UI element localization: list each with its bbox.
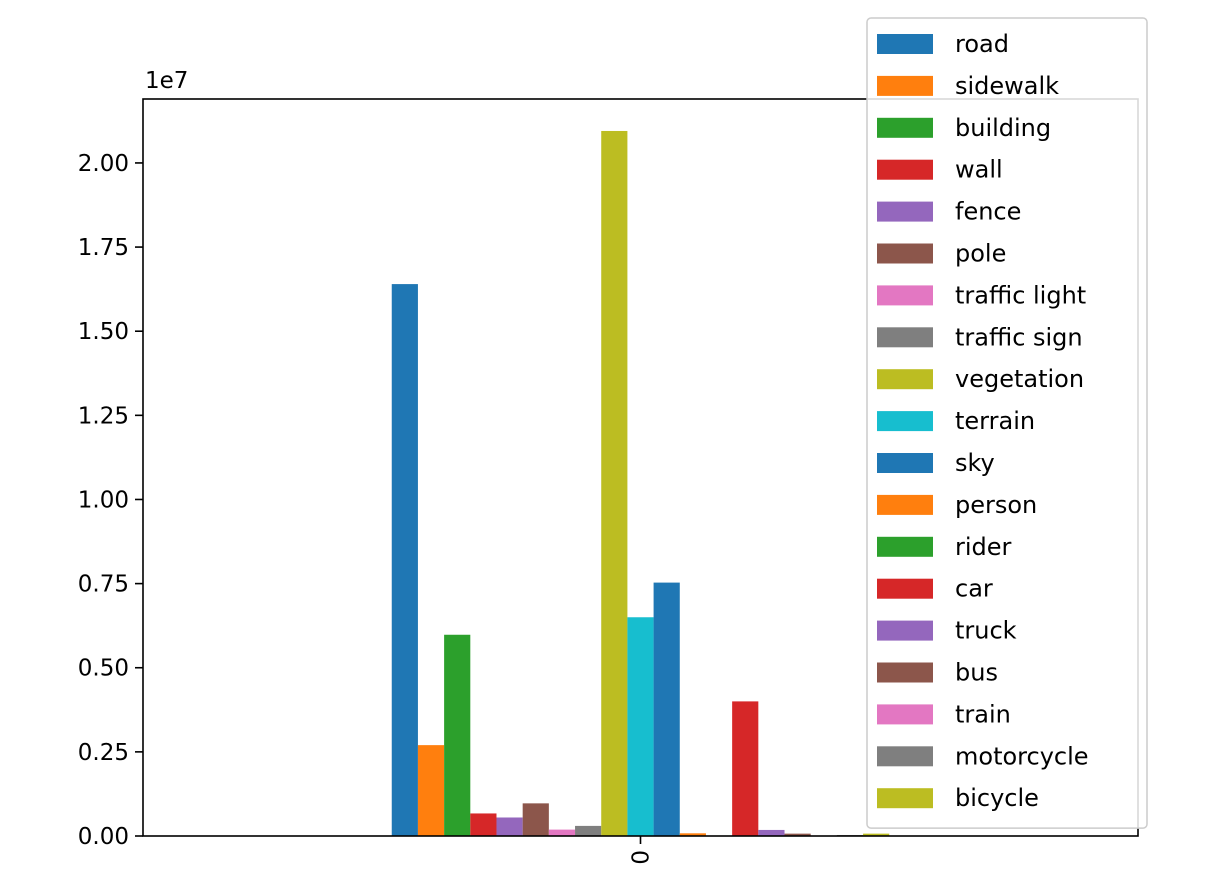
legend-swatch-rider [877,536,933,557]
legend-label-wall: wall [955,156,1003,184]
legend-swatch-wall [877,159,933,180]
legend-swatch-terrain [877,411,933,432]
legend-swatch-building [877,117,933,138]
legend-swatch-sky [877,453,933,473]
legend-swatch-train [877,704,933,725]
legend-label-train: train [955,700,1011,728]
legend-label-building: building [955,114,1051,142]
legend-label-road: road [955,30,1009,58]
y-tick-label: 2.00 [78,151,129,177]
legend-swatch-road [877,34,933,54]
legend-label-truck: truck [955,617,1017,645]
bar-traffic-light [548,829,576,836]
legend-swatch-vegetation [877,369,933,390]
bar-bus [784,833,811,836]
bar-sky [653,582,680,836]
legend-swatch-bicycle [877,788,933,809]
legend-swatch-traffic-light [877,285,933,306]
legend-label-vegetation: vegetation [955,365,1084,393]
legend-label-person: person [955,491,1037,519]
y-tick-label: 1.00 [78,487,129,513]
legend-label-sky: sky [955,449,995,477]
bars-group [391,130,890,837]
legend-label-sidewalk: sidewalk [955,72,1059,100]
legend-box [866,17,1148,829]
bar-vegetation [601,130,628,836]
bar-truck [758,829,785,836]
x-tick-label: 0 [629,850,655,865]
y-tick-label: 0.75 [78,572,129,598]
legend-label-bicycle: bicycle [955,784,1039,812]
bar-sidewalk [417,745,445,836]
bar-traffic-sign [575,825,602,836]
bar-road [391,284,418,837]
legend-swatch-car [877,578,933,599]
legend-swatch-person [877,494,933,515]
y-offset-label: 1e7 [145,68,188,94]
legend-swatch-traffic-sign [877,327,933,348]
bar-building [444,634,471,836]
legend-swatch-bus [877,662,933,683]
bar-wall [470,813,497,836]
bar-person [679,833,706,836]
x-axis: 0 [629,836,655,865]
y-tick-label: 1.25 [78,403,129,429]
legend-label-traffic-sign: traffic sign [955,323,1083,351]
bar-bicycle [863,833,890,836]
y-tick-label: 0.50 [78,656,129,682]
legend-label-pole: pole [955,240,1006,268]
legend-label-bus: bus [955,659,998,687]
legend-swatch-fence [877,201,933,222]
y-tick-label: 1.50 [78,319,129,345]
legend-swatch-pole [877,243,933,264]
bar-fence [496,817,523,836]
legend-label-motorcycle: motorcycle [955,742,1089,770]
y-tick-label: 0.25 [78,740,129,766]
bar-car [732,701,759,836]
bar-terrain [627,617,654,836]
legend-swatch-motorcycle [877,746,933,767]
bar-pole [522,803,549,836]
legend: road sidewalk building wall fence pole traffic… [866,17,1148,829]
y-tick-label: 0.00 [78,824,129,850]
legend-label-traffic-light: traffic light [955,281,1086,309]
y-tick-label: 1.75 [78,235,129,261]
legend-swatch-sidewalk [877,75,933,96]
legend-label-car: car [955,575,993,603]
legend-label-fence: fence [955,198,1021,226]
legend-swatch-truck [877,620,933,641]
y-axis: 0.00 0.25 0.50 0.75 1.00 1.25 1.50 1.75 2.00 [78,151,143,850]
legend-label-rider: rider [955,533,1012,561]
legend-label-terrain: terrain [955,407,1035,435]
